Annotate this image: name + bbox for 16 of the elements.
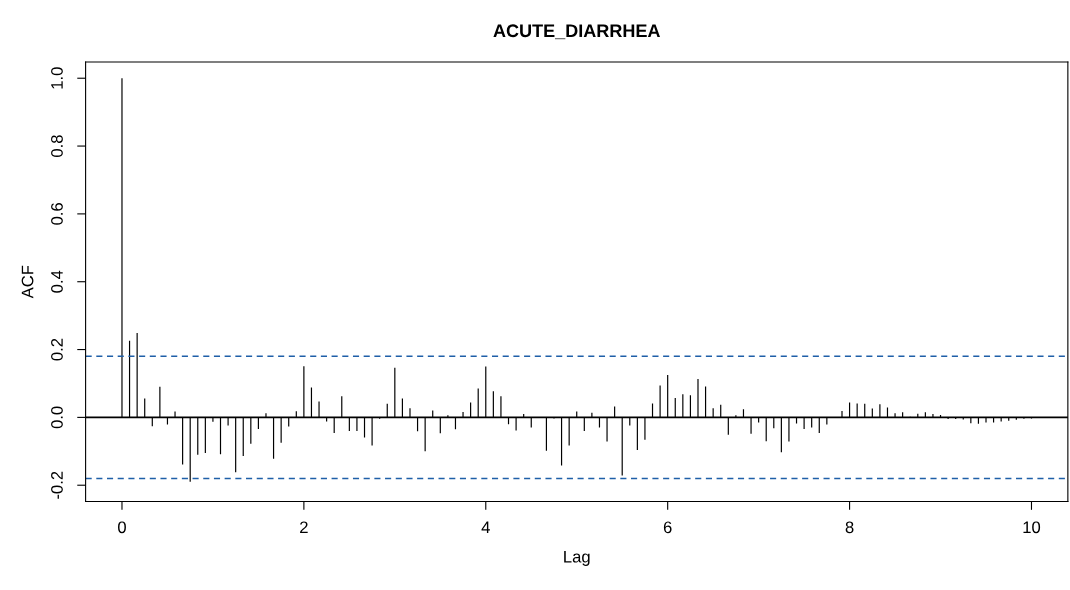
x-axis-title: Lag xyxy=(564,550,590,566)
x-tick-label: 2 xyxy=(300,521,308,534)
y-tick-label: 0.4 xyxy=(51,270,63,293)
x-tick-label: 10 xyxy=(1023,521,1041,534)
x-tick-label: 6 xyxy=(663,521,672,534)
y-tick-label: 0.8 xyxy=(51,135,63,157)
y-axis-title: ACF xyxy=(21,265,34,299)
y-tick-label: 0.6 xyxy=(51,203,63,225)
x-tick-label: 0 xyxy=(118,521,126,534)
y-tick-label: 0.2 xyxy=(51,338,63,361)
x-tick-label: 4 xyxy=(481,521,490,534)
x-tick-label: 8 xyxy=(845,521,854,534)
y-tick-label: 0.0 xyxy=(51,406,63,429)
y-tick-label: -0.2 xyxy=(51,471,63,499)
y-tick-label: 1.0 xyxy=(51,67,63,89)
chart-title: ACUTE_DIARRHEA xyxy=(493,24,661,40)
